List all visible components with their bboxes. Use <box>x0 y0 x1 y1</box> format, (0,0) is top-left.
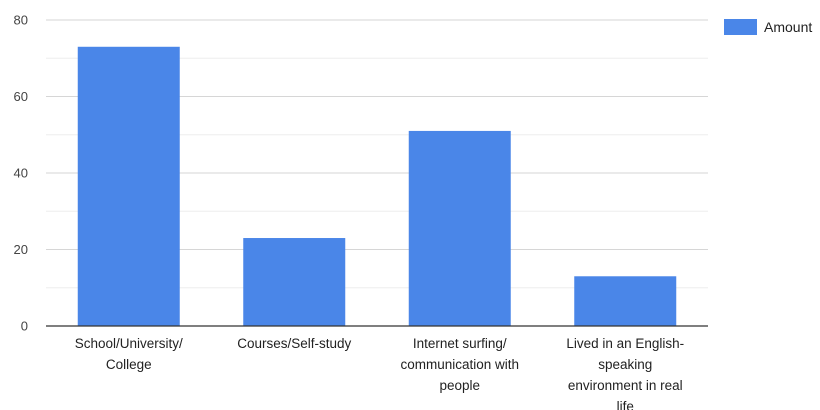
y-tick-label: 20 <box>14 242 28 257</box>
y-tick-label: 40 <box>14 166 28 181</box>
bar <box>243 238 346 326</box>
legend: Amount <box>724 19 812 35</box>
y-tick-label: 0 <box>21 319 28 334</box>
y-tick-label: 60 <box>14 89 28 104</box>
bar <box>574 276 677 326</box>
bar <box>77 46 180 327</box>
x-category-label: School/University/College <box>75 336 183 372</box>
x-category-label: Courses/Self-study <box>237 336 351 351</box>
legend-label: Amount <box>764 19 812 35</box>
y-tick-label: 80 <box>14 13 28 28</box>
y-axis-tick-labels: 0 20 40 60 80 <box>14 13 28 334</box>
bars <box>77 46 677 327</box>
x-category-label: Lived in an English-speaking environment … <box>566 336 684 410</box>
legend-swatch <box>724 19 757 35</box>
x-axis-category-labels: School/University/College Courses/Self-st… <box>75 336 684 410</box>
bar <box>408 130 511 326</box>
x-category-label: Internet surfing/communication with peopl… <box>400 336 519 393</box>
